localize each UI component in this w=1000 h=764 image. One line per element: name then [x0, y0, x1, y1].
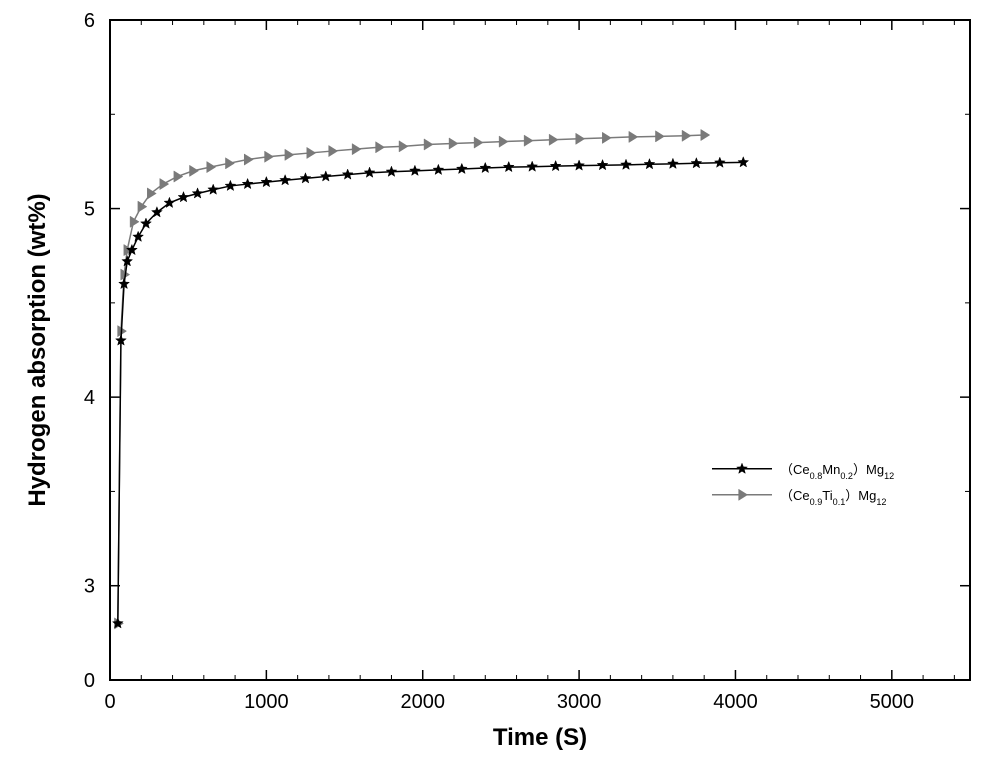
- chart-container: 0 1000 2000 3000 4000 5000 Time (S) 3 4 5 6 0 Hydrog…: [0, 0, 1000, 764]
- hydrogen-absorption-chart: 0 1000 2000 3000 4000 5000 Time (S) 3 4 5 6 0 Hydrog…: [0, 0, 1000, 764]
- svg-text:6: 6: [84, 10, 95, 32]
- svg-text:4000: 4000: [713, 691, 758, 713]
- svg-text:1000: 1000: [244, 691, 289, 713]
- svg-text:（Ce0.8Mn0.2）Mg12: （Ce0.8Mn0.2）Mg12: [780, 462, 894, 481]
- svg-text:0: 0: [84, 670, 95, 692]
- svg-text:2000: 2000: [400, 691, 445, 713]
- svg-text:Time (S): Time (S): [493, 724, 587, 751]
- svg-text:5: 5: [84, 199, 95, 221]
- svg-text:Hydrogen absorption (wt%): Hydrogen absorption (wt%): [24, 193, 51, 506]
- svg-text:5000: 5000: [870, 691, 915, 713]
- svg-text:0: 0: [104, 691, 115, 713]
- svg-text:4: 4: [84, 387, 95, 409]
- svg-text:3: 3: [84, 576, 95, 598]
- svg-text:（Ce0.9Ti0.1）Mg12: （Ce0.9Ti0.1）Mg12: [780, 488, 886, 507]
- svg-text:3000: 3000: [557, 691, 602, 713]
